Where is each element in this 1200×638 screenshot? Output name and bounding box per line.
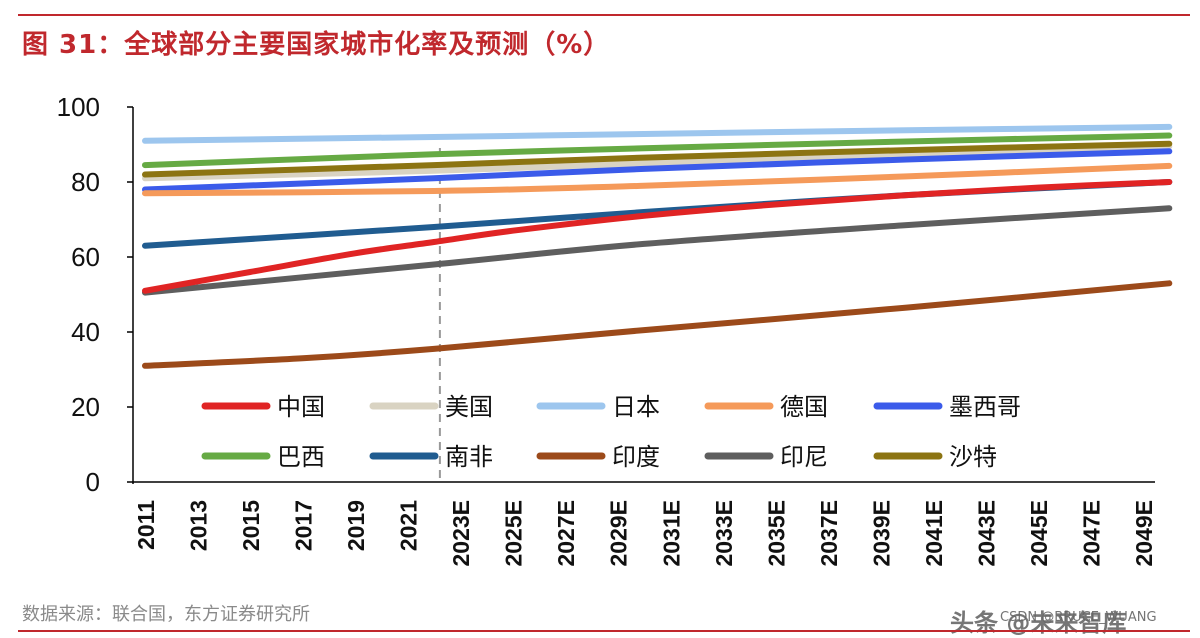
chart-title: 图 31：全球部分主要国家城市化率及预测（%） bbox=[22, 30, 611, 60]
series-line-5 bbox=[142, 148, 1173, 193]
x-tick-label: 2043E bbox=[973, 500, 999, 567]
x-tick-label: 2015 bbox=[238, 500, 264, 551]
y-axis-labels: 0 20 40 60 80 100 bbox=[57, 92, 100, 497]
legend-label: 美国 bbox=[445, 393, 493, 421]
series-line-3 bbox=[142, 123, 1173, 144]
x-tick-label: 2047E bbox=[1078, 500, 1104, 567]
x-tick-label: 2037E bbox=[816, 500, 842, 567]
y-tick-label: 20 bbox=[71, 392, 100, 422]
x-tick-label: 2029E bbox=[606, 500, 632, 567]
x-tick-label: 2035E bbox=[763, 500, 789, 567]
legend-label: 德国 bbox=[780, 393, 828, 421]
y-tick-label: 100 bbox=[57, 92, 100, 122]
x-tick-label: 2025E bbox=[501, 500, 527, 567]
watermark: 头条 @未来智库 bbox=[950, 609, 1127, 637]
x-tick-label: 2017 bbox=[291, 500, 317, 551]
bottom-rule bbox=[18, 630, 1190, 632]
x-tick-label: 2049E bbox=[1131, 500, 1157, 567]
y-tick-label: 60 bbox=[71, 242, 100, 272]
x-tick-label: 2021 bbox=[396, 500, 422, 551]
legend-label: 墨西哥 bbox=[949, 393, 1021, 421]
legend-label: 巴西 bbox=[277, 443, 325, 471]
legend-label: 印尼 bbox=[780, 443, 828, 471]
x-tick-label: 2013 bbox=[186, 500, 212, 551]
source-note: 数据来源：联合国，东方证券研究所 bbox=[22, 604, 310, 625]
series-line-1 bbox=[142, 179, 1173, 294]
legend-label: 中国 bbox=[277, 393, 325, 421]
x-tick-label: 2031E bbox=[658, 500, 684, 567]
watermark-small: CSDN @BRUCE_WUANG bbox=[1000, 610, 1157, 625]
series-line-2 bbox=[142, 143, 1173, 182]
legend-label: 印度 bbox=[612, 443, 660, 471]
axes bbox=[127, 106, 1155, 484]
line-chart: 0 20 40 60 80 100 2011 2013 2015 2017 2019 2021 202… bbox=[57, 92, 1173, 567]
x-axis-labels: 2011 2013 2015 2017 2019 2021 2023E 2025E 2027E 2… bbox=[133, 500, 1157, 567]
series-lines bbox=[142, 123, 1173, 369]
series-line-8 bbox=[142, 280, 1173, 369]
x-tick-label: 2045E bbox=[1026, 500, 1052, 567]
x-tick-label: 2041E bbox=[921, 500, 947, 567]
legend-label: 沙特 bbox=[949, 443, 997, 471]
series-line-9 bbox=[142, 205, 1173, 296]
x-tick-label: 2033E bbox=[711, 500, 737, 567]
x-tick-label: 2027E bbox=[553, 500, 579, 567]
x-tick-label: 2019 bbox=[343, 500, 369, 551]
top-rule bbox=[18, 14, 1190, 16]
series-line-6 bbox=[142, 132, 1173, 169]
series-line-4 bbox=[142, 162, 1173, 197]
legend-label: 日本 bbox=[612, 393, 660, 421]
y-tick-label: 40 bbox=[71, 317, 100, 347]
series-line-10 bbox=[142, 140, 1173, 178]
legend-label: 南非 bbox=[445, 443, 493, 471]
y-tick-label: 0 bbox=[86, 467, 100, 497]
x-tick-label: 2011 bbox=[133, 500, 159, 550]
x-tick-label: 2039E bbox=[868, 500, 894, 567]
x-tick-label: 2023E bbox=[448, 500, 474, 567]
y-tick-label: 80 bbox=[71, 167, 100, 197]
